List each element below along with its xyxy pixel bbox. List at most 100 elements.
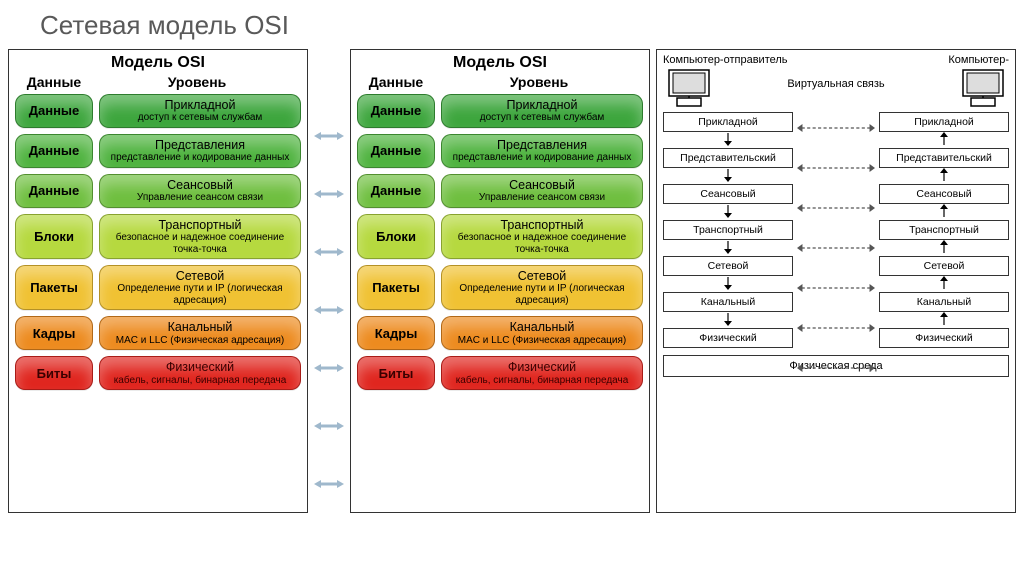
layer-row: ПакетыСетевойОпределение пути и IP (логи… [357, 265, 643, 310]
dashed-link-icon [797, 242, 875, 254]
vertical-arrow-icon [663, 312, 793, 326]
level-name: Сеансовый [446, 178, 638, 192]
data-unit-pill: Данные [15, 94, 93, 128]
content: Модель OSI Данные Уровень ДанныеПрикладн… [0, 49, 1024, 513]
page-title: Сетевая модель OSI [0, 0, 1024, 49]
computer-icon [957, 68, 1009, 110]
layers-left: ДанныеПрикладнойдоступ к сетевым службам… [15, 94, 301, 390]
level-desc: Определение пути и IP (логическая адреса… [446, 283, 638, 306]
osi-panel-right: Модель OSI Данные Уровень ДанныеПрикладн… [350, 49, 650, 513]
layer-row: ДанныеПрикладнойдоступ к сетевым службам [15, 94, 301, 128]
level-pill: Физическийкабель, сигналы, бинарная пере… [441, 356, 643, 390]
layer-row: КадрыКанальныйMAC и LLC (Физическая адре… [15, 316, 301, 350]
bidir-arrow-icon [314, 397, 344, 455]
horizontal-connections [797, 112, 875, 351]
column-headers: Данные Уровень [15, 74, 301, 90]
level-desc: Определение пути и IP (логическая адреса… [104, 283, 296, 306]
vertical-arrow-icon [663, 240, 793, 254]
level-pill: Транспортныйбезопасное и надежное соедин… [99, 214, 301, 259]
stack-layer-box: Сеансовый [663, 184, 793, 204]
vertical-arrow-icon [879, 240, 1009, 254]
level-desc: кабель, сигналы, бинарная передача [104, 375, 296, 387]
layer-row: КадрыКанальныйMAC и LLC (Физическая адре… [357, 316, 643, 350]
data-unit-pill: Биты [15, 356, 93, 390]
level-desc: представление и кодирование данных [446, 152, 638, 164]
level-desc: Управление сеансом связи [446, 192, 638, 204]
level-desc: кабель, сигналы, бинарная передача [446, 375, 638, 387]
data-unit-pill: Данные [357, 134, 435, 168]
communication-diagram: Компьютер-отправитель Компьютер- Виртуал… [656, 49, 1016, 513]
bidir-arrow-icon [314, 281, 344, 339]
bidir-arrow-icon [314, 165, 344, 223]
data-unit-pill: Блоки [357, 214, 435, 259]
stack-right: Прикладной Представительский Сеансовый Т… [879, 112, 1009, 351]
stack-layer-box: Транспортный [879, 220, 1009, 240]
data-unit-pill: Данные [15, 174, 93, 208]
level-desc: MAC и LLC (Физическая адресация) [446, 335, 638, 347]
level-name: Прикладной [446, 98, 638, 112]
dashed-link-icon [797, 122, 875, 134]
bidir-arrow-icon [314, 455, 344, 513]
panel-title: Модель OSI [15, 54, 301, 72]
stack-layer-box: Представительский [879, 148, 1009, 168]
layer-row: БлокиТранспортныйбезопасное и надежное с… [15, 214, 301, 259]
data-unit-pill: Биты [357, 356, 435, 390]
virtual-link-label: Виртуальная связь [787, 78, 884, 90]
col-data: Данные [357, 74, 435, 90]
level-pill: СетевойОпределение пути и IP (логическая… [441, 265, 643, 310]
level-desc: безопасное и надежное соединение точка-т… [446, 232, 638, 255]
dashed-link-icon [797, 322, 875, 334]
layer-row: Блоки Транспортныйбезопасное и надежное с… [357, 214, 643, 259]
level-name: Представления [104, 138, 296, 152]
level-name: Сетевой [446, 269, 638, 283]
vertical-arrow-icon [663, 132, 793, 146]
level-pill: Представленияпредставление и кодирование… [99, 134, 301, 168]
col-data: Данные [15, 74, 93, 90]
level-pill: СетевойОпределение пути и IP (логическая… [99, 265, 301, 310]
vertical-arrow-icon [879, 276, 1009, 290]
stack-layer-box: Сеансовый [879, 184, 1009, 204]
layer-row: Данные Представленияпредставление и кодир… [357, 134, 643, 168]
stack-layer-box: Канальный [663, 292, 793, 312]
receiver-label: Компьютер- [948, 54, 1009, 66]
vertical-arrow-icon [879, 312, 1009, 326]
stack-layer-box: Прикладной [663, 112, 793, 132]
data-unit-pill: Данные [15, 134, 93, 168]
col-level: Уровень [93, 74, 301, 90]
stack-layer-box: Транспортный [663, 220, 793, 240]
bidir-arrow-icon [314, 107, 344, 165]
computer-icon [663, 68, 715, 110]
level-name: Канальный [104, 320, 296, 334]
column-headers: Данные Уровень [357, 74, 643, 90]
level-desc: безопасное и надежное соединение точка-т… [104, 232, 296, 255]
level-pill: Прикладнойдоступ к сетевым службам [99, 94, 301, 128]
layer-row: Данные СеансовыйУправление сеансом связи [357, 174, 643, 208]
layer-row: ДанныеСеансовыйУправление сеансом связи [15, 174, 301, 208]
stack-area: Прикладной Представительский Сеансовый Т… [663, 112, 1009, 351]
dashed-link-icon [797, 202, 875, 214]
level-name: Прикладной [104, 98, 296, 112]
level-pill: КанальныйMAC и LLC (Физическая адресация… [99, 316, 301, 350]
stack-left: Прикладной Представительский Сеансовый Т… [663, 112, 793, 351]
level-desc: доступ к сетевым службам [446, 112, 638, 124]
stack-layer-box: Физический [663, 328, 793, 348]
level-name: Физический [104, 360, 296, 374]
data-unit-pill: Данные [357, 174, 435, 208]
stack-layer-box: Канальный [879, 292, 1009, 312]
layers-right: ДанныеПрикладнойдоступ к сетевым службам… [357, 94, 643, 390]
layer-row: ДанныеПрикладнойдоступ к сетевым службам [357, 94, 643, 128]
level-pill: СеансовыйУправление сеансом связи [99, 174, 301, 208]
level-name: Представления [446, 138, 638, 152]
col-level: Уровень [435, 74, 643, 90]
stack-layer-box: Прикладной [879, 112, 1009, 132]
stack-layer-box: Сетевой [663, 256, 793, 276]
bidir-arrow-icon [314, 223, 344, 281]
layer-row: ДанныеПредставленияпредставление и кодир… [15, 134, 301, 168]
vertical-arrow-icon [663, 168, 793, 182]
diagram-header: Компьютер-отправитель Компьютер- [663, 54, 1009, 66]
data-unit-pill: Кадры [357, 316, 435, 350]
level-pill: Физическийкабель, сигналы, бинарная пере… [99, 356, 301, 390]
vertical-arrow-icon [663, 204, 793, 218]
level-name: Транспортный [446, 218, 638, 232]
data-unit-pill: Кадры [15, 316, 93, 350]
